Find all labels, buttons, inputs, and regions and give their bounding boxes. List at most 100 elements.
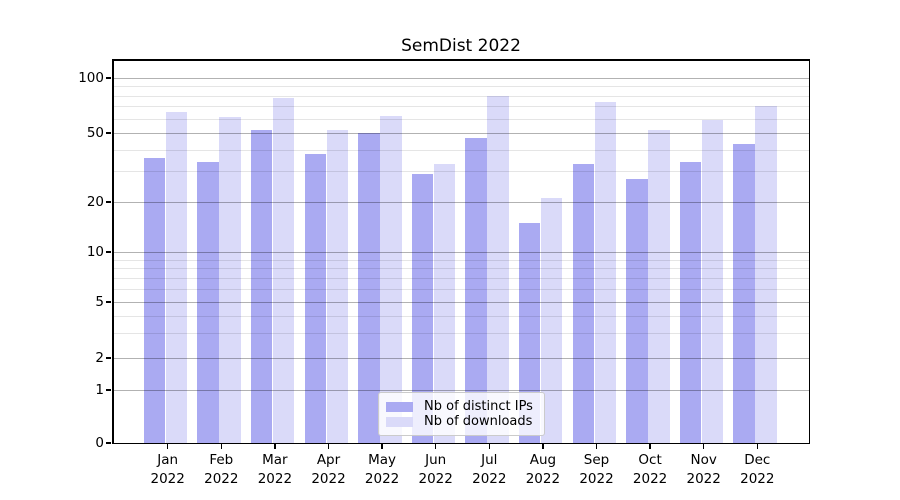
x-tick-mark xyxy=(166,444,169,449)
tick-layer: 0 1 2 5 10 20 50 100 Jan 2022 Feb 2022 Mar 2022 Apr 202… xyxy=(78,59,810,487)
bar-distinct-ips-dec xyxy=(733,144,755,444)
legend-label-downloads: Nb of downloads xyxy=(424,414,533,429)
legend-swatch-distinct-ips xyxy=(386,401,413,412)
major-gridline xyxy=(112,358,810,359)
y-tick-mark xyxy=(106,132,111,134)
x-tick-label-jul: Jul 2022 xyxy=(472,452,507,487)
y-tick-label: 5 xyxy=(95,294,104,310)
major-gridline xyxy=(112,78,810,79)
x-tick-label-feb: Feb 2022 xyxy=(204,452,239,487)
bar-distinct-ips-jan xyxy=(143,157,166,444)
major-gridline xyxy=(112,202,810,203)
y-tick-label: 2 xyxy=(95,350,104,366)
bar-downloads-nov xyxy=(701,119,724,444)
bar-distinct-ips-feb xyxy=(197,162,219,444)
bar-downloads-sep xyxy=(594,101,616,444)
bar-downloads-apr xyxy=(326,129,348,444)
x-tick-mark xyxy=(327,444,330,449)
x-tick-label-apr: Apr 2022 xyxy=(311,452,346,487)
x-tick-mark xyxy=(542,444,544,449)
bar-downloads-feb xyxy=(219,117,241,444)
bar-distinct-ips-nov xyxy=(679,162,702,444)
x-tick-mark xyxy=(274,444,276,449)
bar-distinct-ips-mar xyxy=(250,129,273,444)
bar-downloads-jun xyxy=(433,164,456,444)
minor-gridline xyxy=(112,86,810,88)
bars-layer xyxy=(112,59,810,444)
bar-distinct-ips-oct xyxy=(626,179,648,444)
x-tick-label-mar: Mar 2022 xyxy=(257,452,293,487)
minor-gridline xyxy=(112,95,810,97)
chart-title: SemDist 2022 xyxy=(401,36,521,56)
minor-gridline xyxy=(112,315,810,317)
y-tick-label: 100 xyxy=(78,70,104,86)
minor-gridline xyxy=(112,288,810,290)
y-tick-mark xyxy=(106,442,111,444)
y-tick-mark xyxy=(106,357,111,359)
x-tick-mark xyxy=(488,444,491,449)
x-tick-label-oct: Oct 2022 xyxy=(632,452,668,487)
x-tick-label-dec: Dec 2022 xyxy=(740,452,775,487)
x-axis-spine xyxy=(112,442,810,444)
minor-gridline xyxy=(112,171,810,173)
x-tick-label-jun: Jun 2022 xyxy=(418,452,453,487)
x-tick-label-jan: Jan 2022 xyxy=(150,452,185,487)
minor-gridline xyxy=(112,106,810,108)
bar-distinct-ips-sep xyxy=(572,164,594,444)
y-tick-label: 50 xyxy=(86,125,104,141)
y-tick-mark xyxy=(106,301,111,303)
legend-entry-downloads: Nb of downloads xyxy=(386,414,536,429)
bar-distinct-ips-aug xyxy=(518,222,541,444)
bar-distinct-ips-may xyxy=(358,133,380,444)
bar-downloads-jul xyxy=(487,95,509,444)
x-tick-label-sep: Sep 2022 xyxy=(579,452,614,487)
bar-distinct-ips-apr xyxy=(304,153,326,444)
minor-gridline xyxy=(112,277,810,279)
y-tick-label: 20 xyxy=(86,194,104,210)
x-tick-label-may: May 2022 xyxy=(364,452,400,487)
y-tick-mark xyxy=(106,77,111,79)
y-tick-label: 0 xyxy=(95,435,104,451)
bar-distinct-ips-jun xyxy=(411,174,434,444)
x-tick-mark xyxy=(756,444,759,449)
y-tick-mark xyxy=(106,251,111,253)
bar-distinct-ips-jul xyxy=(465,137,487,444)
bar-downloads-jan xyxy=(165,112,188,444)
legend: Nb of distinct IPs Nb of downloads xyxy=(378,392,545,436)
major-gridline xyxy=(112,133,810,134)
grid-layer xyxy=(112,59,810,444)
x-tick-mark xyxy=(595,444,598,449)
minor-gridline xyxy=(112,268,810,270)
minor-gridline xyxy=(112,118,810,120)
bar-downloads-may xyxy=(380,115,402,444)
y-tick-label: 1 xyxy=(95,382,104,398)
x-tick-mark xyxy=(381,444,383,449)
y-tick-label: 10 xyxy=(86,244,104,260)
legend-label-distinct-ips: Nb of distinct IPs xyxy=(424,399,533,414)
x-tick-mark xyxy=(434,444,437,449)
legend-entry-distinct-ips: Nb of distinct IPs xyxy=(386,399,536,414)
bar-downloads-aug xyxy=(540,198,563,444)
x-tick-mark xyxy=(702,444,705,449)
y-tick-mark xyxy=(106,201,111,203)
minor-gridline xyxy=(112,259,810,261)
major-gridline xyxy=(112,252,810,253)
legend-swatch-downloads xyxy=(386,416,413,427)
right-spine xyxy=(808,59,810,444)
major-gridline xyxy=(112,390,810,391)
bar-downloads-dec xyxy=(755,106,777,444)
x-tick-mark xyxy=(220,444,223,449)
minor-gridline xyxy=(112,149,810,151)
major-gridline xyxy=(112,302,810,303)
x-tick-label-aug: Aug 2022 xyxy=(525,452,561,487)
plot-area: 0 1 2 5 10 20 50 100 Jan 2022 Feb 2022 Mar 2022 Apr 202… xyxy=(78,59,810,487)
x-tick-mark xyxy=(649,444,651,449)
y-tick-mark xyxy=(106,389,111,391)
minor-gridline xyxy=(112,333,810,335)
x-tick-label-nov: Nov 2022 xyxy=(686,452,721,487)
bar-downloads-oct xyxy=(648,129,670,444)
y-axis-spine xyxy=(112,59,114,444)
bar-downloads-mar xyxy=(272,97,295,444)
top-spine xyxy=(112,59,810,61)
